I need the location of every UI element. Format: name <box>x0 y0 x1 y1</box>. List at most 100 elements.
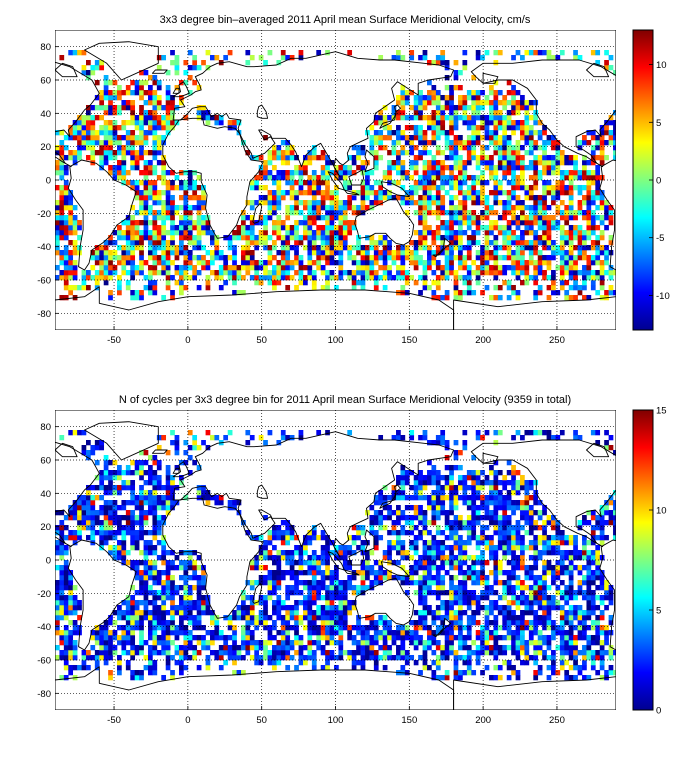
data-bin <box>568 205 574 211</box>
data-bin <box>258 185 264 191</box>
data-bin <box>170 170 175 176</box>
data-bin <box>227 650 233 656</box>
data-bin <box>143 100 149 106</box>
data-bin <box>55 545 60 551</box>
data-bin <box>59 130 65 136</box>
data-bin <box>334 250 339 256</box>
data-bin <box>453 75 459 81</box>
data-bin <box>435 485 441 491</box>
data-bin <box>187 600 193 606</box>
data-bin <box>192 585 198 591</box>
data-bin <box>582 210 587 216</box>
data-bin <box>480 190 485 196</box>
data-bin <box>334 595 339 601</box>
data-bin <box>298 190 304 196</box>
data-bin <box>373 240 379 246</box>
data-bin <box>192 445 198 451</box>
data-bin <box>139 520 144 526</box>
data-bin <box>108 505 113 511</box>
data-bin <box>161 165 167 171</box>
data-bin <box>63 260 69 266</box>
data-bin <box>497 215 503 221</box>
data-bin <box>568 230 574 236</box>
data-bin <box>440 645 446 651</box>
data-bin <box>493 220 499 226</box>
data-bin <box>245 50 251 56</box>
data-bin <box>435 125 441 131</box>
data-bin <box>77 520 82 526</box>
data-bin <box>555 265 561 271</box>
data-bin <box>165 245 171 251</box>
data-bin <box>396 480 401 486</box>
data-bin <box>356 590 361 596</box>
data-bin <box>444 115 450 121</box>
data-bin <box>373 285 379 291</box>
data-bin <box>249 240 255 246</box>
data-bin <box>546 265 552 271</box>
data-bin <box>334 200 339 206</box>
data-bin <box>431 465 437 471</box>
data-bin <box>599 295 605 301</box>
data-bin <box>77 120 82 126</box>
data-bin <box>559 235 565 241</box>
coastline <box>256 104 269 119</box>
data-bin <box>108 520 113 526</box>
data-bin <box>117 640 122 646</box>
data-bin <box>462 230 468 236</box>
data-bin <box>148 185 153 191</box>
data-bin <box>356 640 361 646</box>
data-bin <box>497 125 503 131</box>
data-bin <box>179 475 184 481</box>
data-bin <box>152 290 158 296</box>
data-bin <box>528 240 534 246</box>
data-bin <box>577 55 583 61</box>
data-bin <box>134 520 140 526</box>
data-bin <box>125 530 131 536</box>
data-bin <box>559 240 565 246</box>
data-bin <box>369 570 375 576</box>
data-bin <box>582 280 587 286</box>
data-bin <box>94 150 100 156</box>
data-bin <box>165 560 171 566</box>
data-bin <box>103 520 109 526</box>
data-bin <box>72 585 78 591</box>
data-bin <box>431 555 437 561</box>
data-bin <box>378 190 384 196</box>
data-bin <box>103 525 109 531</box>
data-bin <box>134 540 140 546</box>
data-bin <box>148 85 153 91</box>
data-bin <box>449 110 454 116</box>
data-bin <box>391 530 397 536</box>
data-bin <box>161 550 167 556</box>
data-bin <box>378 645 384 651</box>
data-bin <box>196 595 202 601</box>
data-bin <box>524 265 530 271</box>
data-bin <box>249 655 255 661</box>
data-bin <box>280 625 286 631</box>
data-bin <box>267 245 273 251</box>
data-bin <box>303 190 308 196</box>
data-bin <box>413 115 419 121</box>
data-bin <box>59 555 65 561</box>
data-bin <box>103 130 109 136</box>
data-bin <box>210 635 215 641</box>
data-bin <box>55 185 60 191</box>
data-bin <box>431 565 437 571</box>
data-bin <box>604 255 609 261</box>
data-bin <box>493 165 499 171</box>
data-bin <box>404 575 410 581</box>
data-bin <box>515 105 521 111</box>
data-bin <box>139 290 144 296</box>
data-bin <box>201 105 206 111</box>
data-bin <box>152 260 158 266</box>
data-bin <box>183 255 189 261</box>
data-bin <box>382 240 388 246</box>
data-bin <box>396 165 401 171</box>
data-bin <box>404 290 410 296</box>
data-bin <box>232 290 237 296</box>
data-bin <box>139 135 144 141</box>
data-bin <box>161 595 167 601</box>
data-bin <box>148 250 153 256</box>
data-bin <box>201 265 206 271</box>
data-bin <box>542 140 547 146</box>
